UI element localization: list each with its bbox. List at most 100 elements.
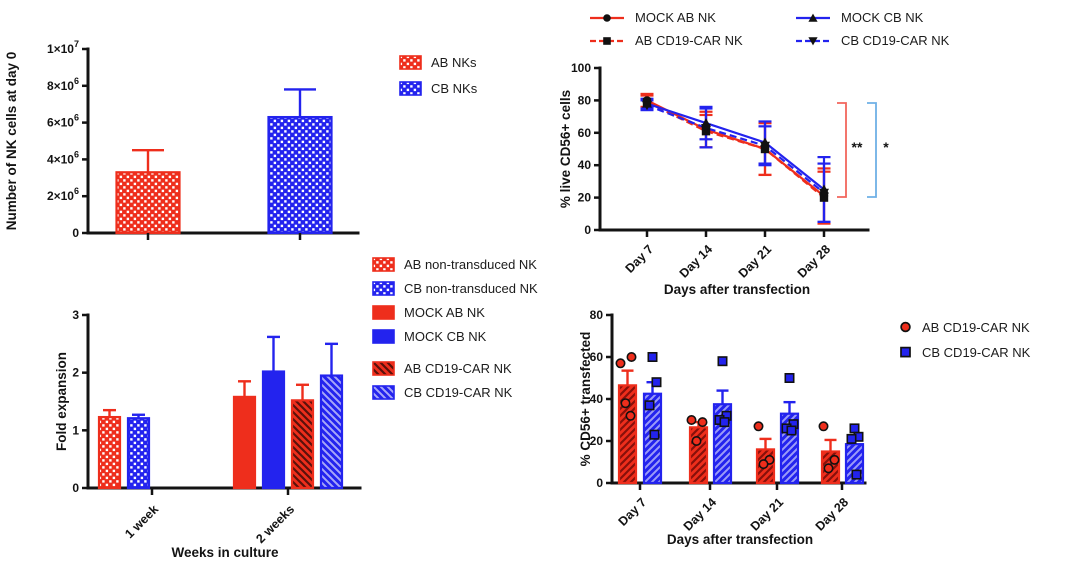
y-tick-label: 0 xyxy=(584,223,591,237)
bar-cb-cd19-car-nk xyxy=(319,374,344,490)
legend-label: MOCK CB NK xyxy=(404,329,487,344)
y-tick-label: 80 xyxy=(590,308,604,322)
marker-square xyxy=(651,377,662,388)
y-tick-label: 3 xyxy=(72,308,79,322)
series-line-ab-cd19-car-nk xyxy=(646,101,825,199)
sig-star: * xyxy=(883,139,889,155)
x-tick-label: Day 21 xyxy=(736,242,774,280)
legend-label: CB CD19-CAR NK xyxy=(404,385,513,400)
legend-label: CB non-transduced NK xyxy=(404,281,538,296)
legend-item-mock-ab: MOCK AB NK xyxy=(372,305,538,320)
x-axis-title: Weeks in culture xyxy=(171,545,279,560)
marker-triangle-down xyxy=(701,123,711,133)
y-tick-label: 0 xyxy=(72,481,79,495)
legend-label: CB CD19-CAR NK xyxy=(922,344,1031,360)
marker-square xyxy=(851,469,862,480)
solid-red-swatch-icon xyxy=(372,305,395,320)
y-tick-label: 60 xyxy=(590,350,604,364)
hatch-blue-swatch-icon xyxy=(372,385,395,400)
bar-cb-nks xyxy=(267,115,333,235)
marker-circle xyxy=(829,454,840,465)
legend-label: CB CD19-CAR NK xyxy=(841,33,950,48)
marker-triangle-down xyxy=(819,188,829,198)
legend-item-ab-car: AB CD19-CAR NK xyxy=(588,34,784,47)
y-tick-label: 1×107 xyxy=(47,39,79,56)
bar-ab-nks xyxy=(115,171,181,235)
hatch-red-swatch-icon xyxy=(372,361,395,376)
marker-circle xyxy=(620,398,631,409)
y-tick-label: 40 xyxy=(590,392,604,406)
x-tick-label: Day 7 xyxy=(623,242,657,276)
marker-square xyxy=(849,423,860,434)
y-tick-label: 1 xyxy=(72,423,79,437)
legend-live-cd56: MOCK AB NK MOCK CB NK AB CD19-CAR NK CB … xyxy=(588,11,949,47)
panel-nk-cells-day0: 0 2×106 4×106 6×106 8×106 1×107 Number of NK c… xyxy=(4,39,360,240)
checker-red-swatch-icon xyxy=(399,55,422,70)
y-tick-label: 60 xyxy=(578,126,592,140)
checker-blue-swatch-icon xyxy=(399,81,422,96)
marker-square xyxy=(846,433,857,444)
legend-item-mock-ab: MOCK AB NK xyxy=(588,11,784,24)
sig-bracket xyxy=(867,102,877,198)
legend-label: MOCK AB NK xyxy=(635,10,716,25)
red-solid-circle-swatch-icon xyxy=(590,13,624,22)
checker-blue-swatch-icon xyxy=(372,281,395,296)
legend-label: CB NKs xyxy=(431,81,478,96)
x-tick-label: Day 28 xyxy=(813,495,851,533)
solid-blue-swatch-icon xyxy=(372,329,395,344)
y-tick-label: 2×106 xyxy=(47,186,79,203)
x-axis-title: Days after transfection xyxy=(667,532,813,547)
sig-bracket xyxy=(837,102,847,198)
x-tick-label: Day 28 xyxy=(795,242,833,280)
marker-square xyxy=(649,429,660,440)
legend-label: AB CD19-CAR NK xyxy=(404,361,512,376)
y-tick-label: 0 xyxy=(596,476,603,490)
blue-square-marker-icon xyxy=(900,346,911,358)
x-tick-label: Day 7 xyxy=(616,495,650,529)
y-tick-label: 40 xyxy=(578,158,592,172)
marker-circle xyxy=(758,459,769,470)
y-tick-label: 0 xyxy=(72,226,79,240)
y-tick-label: 80 xyxy=(578,93,592,107)
legend-label: MOCK AB NK xyxy=(404,305,485,320)
legend-item-ab-car-points: AB CD19-CAR NK xyxy=(898,320,1030,334)
marker-circle xyxy=(615,358,626,369)
legend-label: AB CD19-CAR NK xyxy=(922,319,1030,335)
marker-square xyxy=(786,425,797,436)
legend-cd56-transfected: AB CD19-CAR NK CB CD19-CAR NK xyxy=(898,320,1030,359)
marker-circle xyxy=(697,417,708,428)
marker-triangle-down xyxy=(760,141,770,151)
marker-circle xyxy=(753,421,764,432)
marker-circle xyxy=(625,410,636,421)
blue-dashed-triangle-down-swatch-icon xyxy=(796,36,830,45)
y-tick-label: 6×106 xyxy=(47,113,79,130)
marker-square xyxy=(719,417,730,428)
bar-ab-cd19-car-nk-2 xyxy=(688,426,709,485)
bar-cb-non-transduced-nk xyxy=(126,417,151,490)
y-axis-title: Number of NK cells at day 0 xyxy=(4,52,19,231)
series-line-mock-cb-nk xyxy=(646,102,825,191)
y-tick-label: 20 xyxy=(578,191,592,205)
x-tick-label: Day 14 xyxy=(677,242,715,280)
y-tick-label: 100 xyxy=(571,61,591,75)
legend-item-cb-car: CB CD19-CAR NK xyxy=(372,385,538,400)
bar-mock-ab-nk xyxy=(232,395,257,490)
marker-circle xyxy=(626,351,637,362)
marker-circle xyxy=(691,435,702,446)
legend-item-cb-car-points: CB CD19-CAR NK xyxy=(898,345,1030,359)
y-axis-title: Fold expansion xyxy=(54,352,69,451)
y-axis-title: % CD56+ transfected xyxy=(578,332,593,467)
y-tick-label: 2 xyxy=(72,366,79,380)
red-circle-marker-icon xyxy=(900,321,911,333)
legend-item-ab-nks: AB NKs xyxy=(399,55,477,70)
y-tick-label: 4×106 xyxy=(47,149,79,166)
panel-live-cd56: 0 20 40 60 80 100 % live CD56+ cells Day 7 Day 1… xyxy=(558,61,889,297)
marker-square xyxy=(644,400,655,411)
legend-label: AB CD19-CAR NK xyxy=(635,33,743,48)
sig-star: ** xyxy=(852,139,863,155)
x-axis-title: Days after transfection xyxy=(664,282,810,297)
x-tick-label: Day 21 xyxy=(748,495,786,533)
x-tick-label: 1 week xyxy=(122,502,161,541)
legend-label: AB non-transduced NK xyxy=(404,257,537,272)
